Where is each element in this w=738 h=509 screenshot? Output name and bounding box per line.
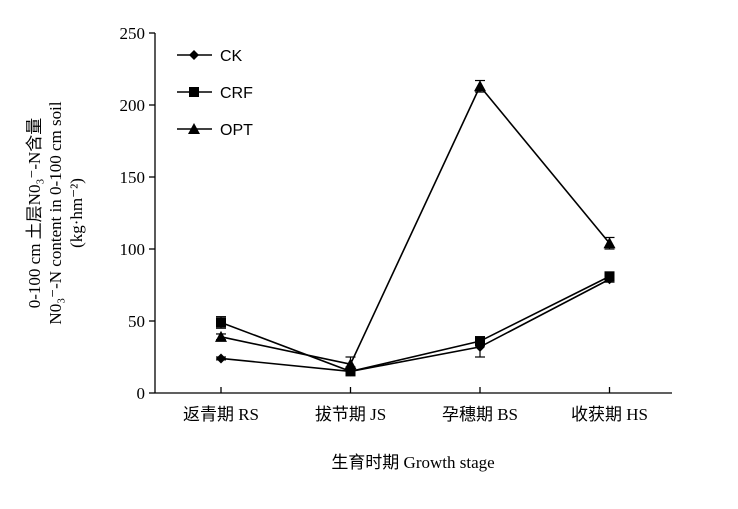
legend-marker bbox=[189, 87, 199, 97]
data-point bbox=[475, 336, 485, 347]
legend-item-opt: OPT bbox=[177, 122, 253, 139]
axes bbox=[154, 33, 672, 394]
series-opt bbox=[215, 79, 616, 372]
series-crf bbox=[216, 271, 615, 377]
y-tick-label: 250 bbox=[120, 24, 146, 43]
legend-label: CK bbox=[220, 48, 243, 65]
data-point bbox=[216, 317, 226, 328]
y-axis-title: 0-100 cm 土层N0₃⁻-N含量 N0₃⁻-N content in 0-… bbox=[25, 101, 86, 324]
series-group bbox=[215, 79, 616, 377]
data-point bbox=[344, 358, 357, 370]
y-axis-title-line-1: 0-100 cm 土层N0₃⁻-N含量 bbox=[25, 118, 44, 309]
legend: CK CRF OPT bbox=[177, 48, 253, 139]
y-tick-label: 100 bbox=[120, 240, 146, 259]
y-tick-label: 0 bbox=[137, 384, 146, 403]
data-point bbox=[215, 330, 227, 342]
legend-marker bbox=[189, 50, 199, 60]
legend-marker bbox=[188, 123, 200, 134]
x-tick-label: 拔节期 JS bbox=[315, 405, 386, 424]
legend-label: OPT bbox=[220, 122, 253, 139]
data-point bbox=[216, 353, 226, 364]
legend-item-ck: CK bbox=[177, 48, 243, 65]
data-point bbox=[603, 237, 616, 249]
y-ticks: 0 50 100 150 200 250 bbox=[120, 24, 155, 403]
y-tick-label: 200 bbox=[120, 96, 146, 115]
series-line bbox=[220, 275, 610, 373]
x-tick-label: 孕穗期 BS bbox=[442, 405, 518, 424]
x-ticks: 返青期 RS 拔节期 JS 孕穗期 BS 收获期 HS bbox=[183, 387, 648, 424]
y-tick-label: 50 bbox=[128, 312, 145, 331]
x-axis-title: 生育时期 Growth stage bbox=[331, 453, 494, 472]
series-ck bbox=[216, 274, 615, 377]
data-point bbox=[604, 271, 615, 282]
data-point bbox=[474, 80, 486, 92]
y-tick-label: 150 bbox=[120, 168, 146, 187]
y-axis-title-line-2: N0₃⁻-N content in 0-100 cm soil bbox=[46, 101, 65, 324]
series-line bbox=[220, 278, 610, 373]
series-line bbox=[220, 84, 611, 366]
legend-label: CRF bbox=[220, 85, 253, 102]
y-axis-title-line-3: (kg·hm⁻²) bbox=[67, 178, 86, 248]
x-tick-label: 返青期 RS bbox=[183, 405, 259, 424]
x-tick-label: 收获期 HS bbox=[571, 405, 648, 424]
legend-item-crf: CRF bbox=[177, 85, 253, 102]
